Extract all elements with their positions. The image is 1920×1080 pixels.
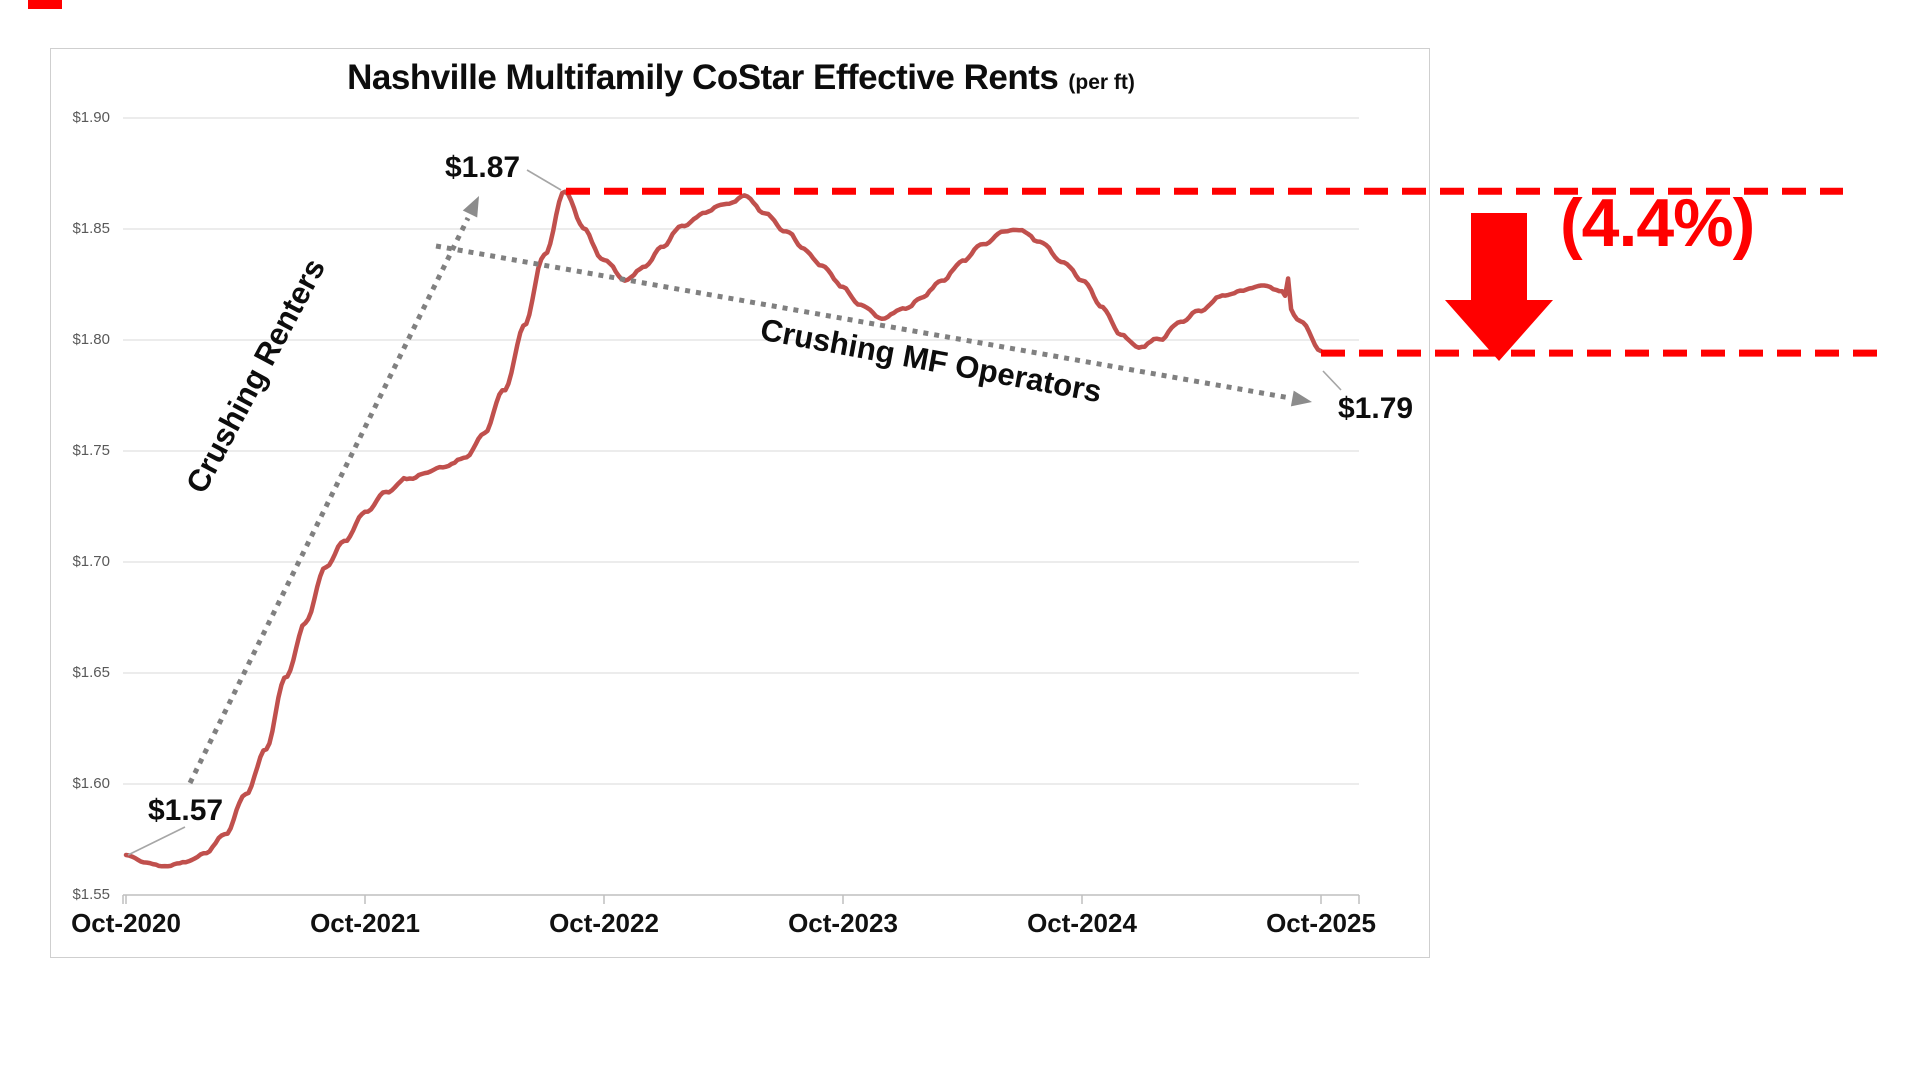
y-axis-tick-label: $1.65 bbox=[72, 664, 110, 681]
decline-arrow-icon bbox=[1445, 213, 1553, 361]
start-value-label: $1.57 bbox=[148, 794, 224, 827]
y-axis-tick-label: $1.75 bbox=[72, 442, 110, 459]
chart-title: Nashville Multifamily CoStar Effective R… bbox=[123, 58, 1359, 98]
x-axis-tick-label: Oct-2020 bbox=[71, 908, 181, 938]
x-axis-tick-label: Oct-2025 bbox=[1266, 908, 1376, 938]
y-axis-tick-label: $1.70 bbox=[72, 553, 110, 570]
end-callout-line bbox=[1322, 370, 1342, 391]
x-axis-tick-label: Oct-2023 bbox=[788, 908, 898, 938]
y-axis-tick-label: $1.60 bbox=[72, 775, 110, 792]
screenshot-artifact-red-dash bbox=[28, 0, 62, 9]
rise-trend-arrow bbox=[187, 216, 471, 785]
peak-value-label: $1.87 bbox=[445, 151, 521, 184]
decline-trend-arrow bbox=[435, 243, 1291, 401]
chart-title-suffix: (per ft) bbox=[1068, 71, 1135, 94]
x-axis-tick-label: Oct-2022 bbox=[549, 908, 659, 938]
x-axis-tick-label: Oct-2021 bbox=[310, 908, 420, 938]
chart-title-main: Nashville Multifamily CoStar Effective R… bbox=[347, 58, 1059, 97]
y-axis-tick-label: $1.90 bbox=[72, 109, 110, 126]
x-axis-tick-label: Oct-2024 bbox=[1027, 908, 1137, 938]
peak-callout-line bbox=[526, 169, 562, 191]
decline-percentage-label: (4.4%) bbox=[1560, 185, 1755, 261]
end-value-label: $1.79 bbox=[1338, 392, 1414, 425]
y-axis-tick-label: $1.85 bbox=[72, 220, 110, 237]
y-axis-tick-label: $1.55 bbox=[72, 886, 110, 903]
rent-line-series bbox=[123, 189, 1324, 869]
x-axis-ticks bbox=[122, 895, 1360, 904]
start-callout-line bbox=[127, 826, 186, 856]
y-axis-tick-label: $1.80 bbox=[72, 331, 110, 348]
decline-trend-arrowhead-icon bbox=[1290, 390, 1312, 407]
rise-trend-arrowhead-icon bbox=[462, 196, 479, 218]
gridlines bbox=[123, 117, 1359, 896]
